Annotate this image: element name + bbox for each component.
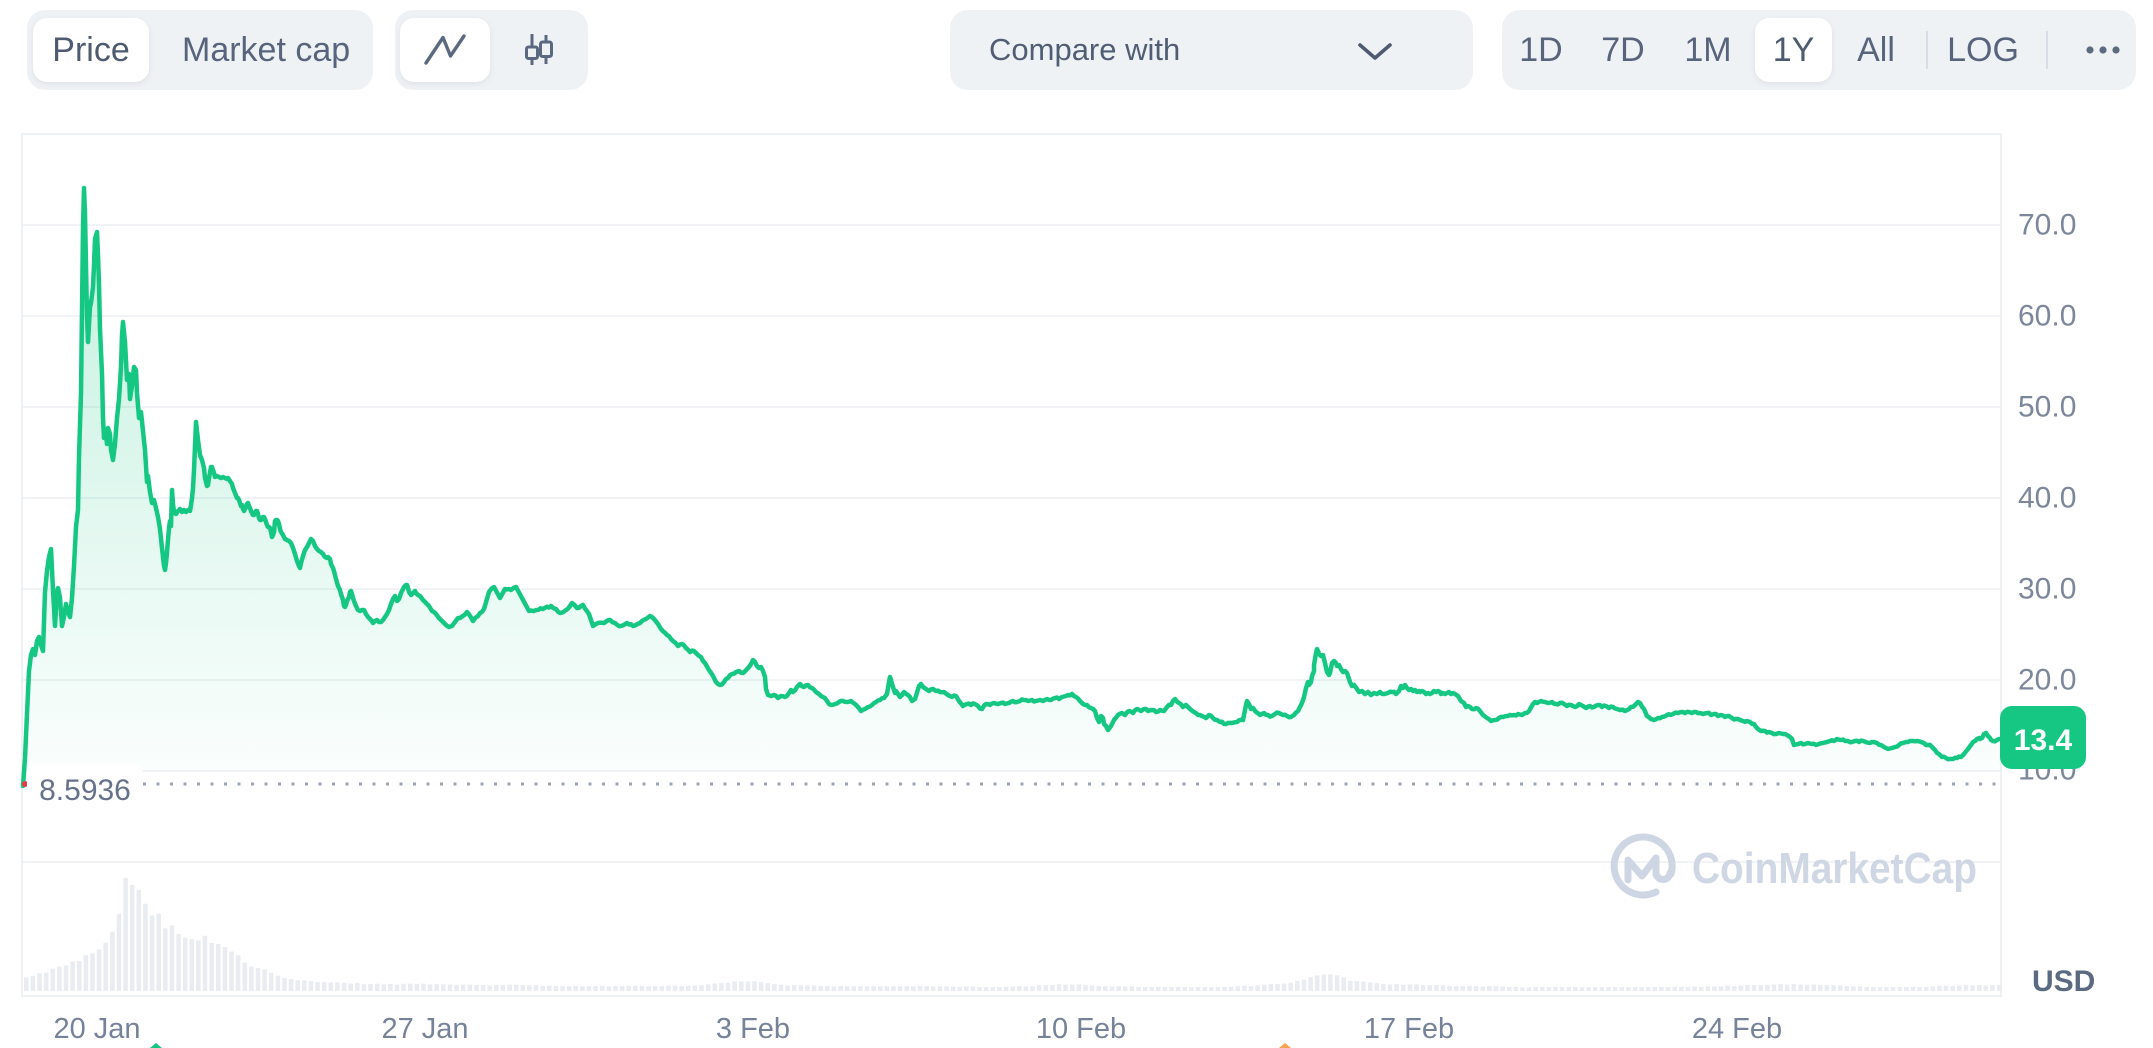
svg-text:20 Jan: 20 Jan bbox=[53, 1013, 140, 1045]
svg-text:USD: USD bbox=[2032, 965, 2095, 998]
svg-text:8.5936: 8.5936 bbox=[39, 774, 131, 807]
svg-text:30.0: 30.0 bbox=[2018, 573, 2076, 606]
svg-text:24 Feb: 24 Feb bbox=[1692, 1013, 1782, 1045]
svg-text:CoinMarketCap: CoinMarketCap bbox=[1692, 844, 1977, 893]
svg-text:27 Jan: 27 Jan bbox=[381, 1013, 468, 1045]
svg-text:20.0: 20.0 bbox=[2018, 664, 2076, 697]
svg-text:70.0: 70.0 bbox=[2018, 209, 2076, 242]
svg-text:50.0: 50.0 bbox=[2018, 391, 2076, 424]
svg-text:3 Feb: 3 Feb bbox=[716, 1013, 790, 1045]
svg-text:40.0: 40.0 bbox=[2018, 482, 2076, 515]
svg-text:60.0: 60.0 bbox=[2018, 300, 2076, 333]
svg-text:17 Feb: 17 Feb bbox=[1364, 1013, 1454, 1045]
svg-text:13.4: 13.4 bbox=[2014, 724, 2073, 757]
svg-text:10 Feb: 10 Feb bbox=[1036, 1013, 1126, 1045]
